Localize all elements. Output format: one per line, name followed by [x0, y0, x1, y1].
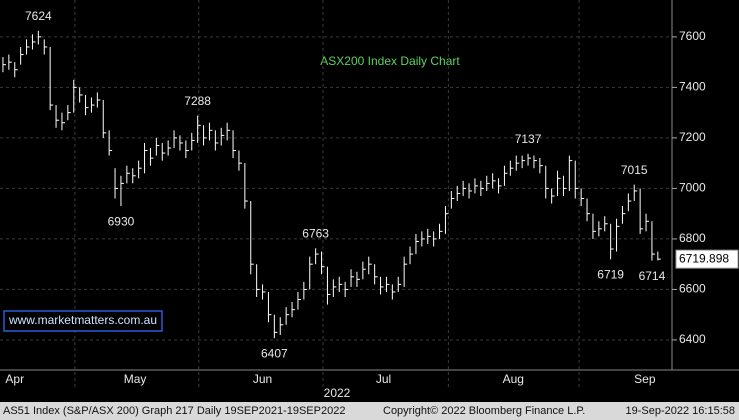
x-tick-label: Sep [634, 372, 656, 386]
x-tick-label: Aug [503, 372, 524, 386]
annotation: 7624 [25, 9, 52, 23]
y-tick-label: 6600 [679, 282, 706, 296]
annotation: 7288 [184, 94, 211, 108]
watermark-box [3, 310, 163, 332]
chart-title: ASX200 Index Daily Chart [320, 54, 460, 68]
x-axis-label: 2022 [324, 386, 351, 400]
footer-left: AS51 Index (S&P/ASX 200) Graph 217 Daily… [3, 405, 346, 417]
x-tick-label: Apr [5, 372, 24, 386]
y-tick-label: 7200 [679, 130, 706, 144]
y-tick-label: 7600 [679, 29, 706, 43]
y-tick-label: 6800 [679, 231, 706, 245]
chart: ASX200 Index Daily Chart 6400 6600 6800 700… [0, 0, 739, 400]
last-price-box [675, 249, 739, 269]
annotation: 6407 [261, 346, 288, 360]
annotation: 6714 [639, 269, 666, 283]
x-tick-label: May [124, 372, 147, 386]
footer-center: Copyright© 2022 Bloomberg Finance L.P. [383, 405, 586, 417]
x-tick-label: Jun [253, 372, 272, 386]
y-tick-label: 7000 [679, 181, 706, 195]
y-tick-label: 6400 [679, 332, 706, 346]
annotation: 6719 [597, 268, 624, 282]
annotation: 6763 [302, 226, 329, 240]
last-price-label: 6719.898 [679, 251, 729, 265]
annotation: 6930 [108, 214, 135, 228]
annotation: 7137 [515, 132, 542, 146]
watermark: www.marketmatters.com.au [8, 313, 157, 327]
x-tick-label: Jul [376, 372, 391, 386]
footer: AS51 Index (S&P/ASX 200) Graph 217 Daily… [0, 402, 739, 420]
footer-right: 19-Sep-2022 16:15:58 [625, 405, 735, 417]
y-tick-label: 7400 [679, 80, 706, 94]
annotation: 7015 [621, 163, 648, 177]
